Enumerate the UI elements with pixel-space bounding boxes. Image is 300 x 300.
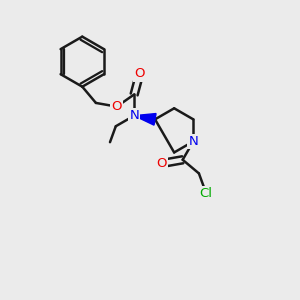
Text: O: O bbox=[134, 68, 145, 80]
Text: Cl: Cl bbox=[200, 187, 213, 200]
Text: O: O bbox=[112, 100, 122, 113]
Text: N: N bbox=[129, 109, 139, 122]
Text: N: N bbox=[188, 135, 198, 148]
Text: O: O bbox=[157, 157, 167, 170]
Polygon shape bbox=[134, 113, 156, 125]
